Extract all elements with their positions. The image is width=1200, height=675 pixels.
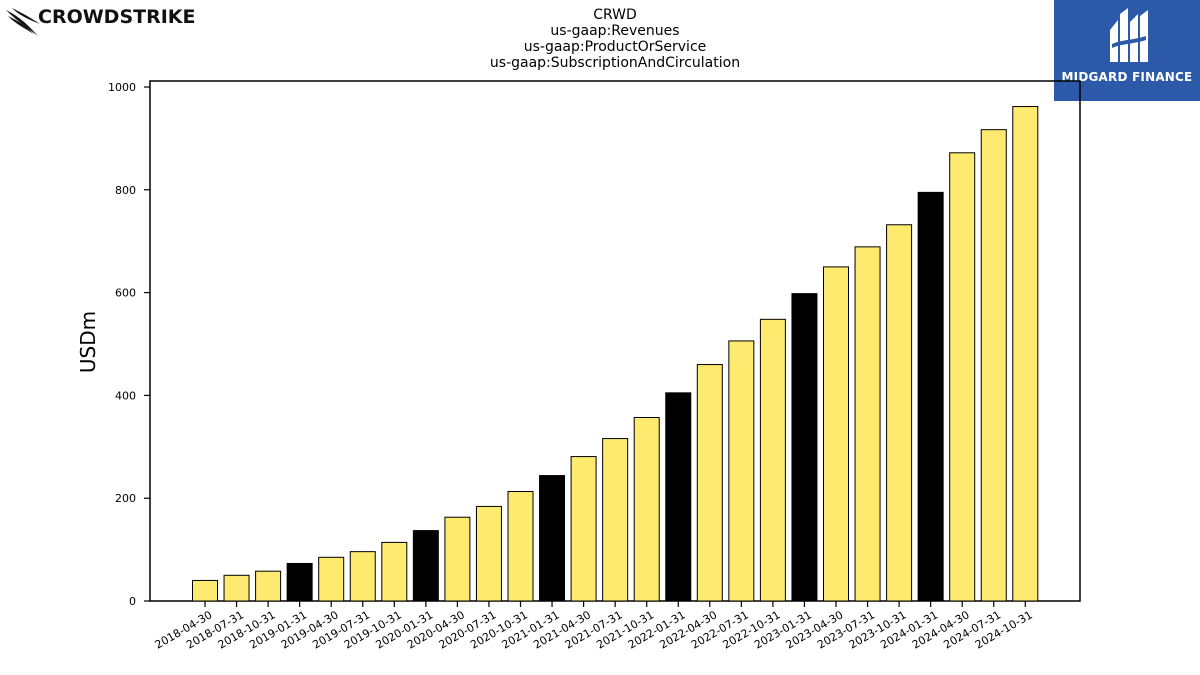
- bar: [318, 556, 345, 602]
- crowdstrike-wordmark: CROWDSTRIKE: [38, 6, 196, 28]
- bar: [602, 438, 629, 602]
- bar: [223, 574, 250, 602]
- bar: [949, 152, 976, 602]
- bar: [412, 530, 439, 602]
- bar: [444, 516, 471, 602]
- chart-subtitle-2: us-gaap:ProductOrService: [523, 39, 707, 55]
- bar: [728, 340, 755, 602]
- bar: [980, 129, 1007, 602]
- crowdstrike-logo: CROWDSTRIKE: [4, 4, 196, 38]
- chart-titles: CRWD us-gaap:Revenues us-gaap:ProductOrS…: [415, 7, 815, 71]
- chart-subtitle-3: us-gaap:SubscriptionAndCirculation: [489, 55, 741, 71]
- bar: [255, 570, 282, 602]
- bar: [570, 456, 597, 602]
- chart-title: CRWD: [593, 7, 637, 23]
- bar: [665, 392, 692, 602]
- midgard-finance-wordmark: MIDGARD FINANCE: [1061, 70, 1193, 84]
- bar: [696, 364, 723, 602]
- bar: [381, 541, 408, 602]
- y-tick-label: 1000: [108, 81, 136, 94]
- y-tick-label: 600: [115, 287, 136, 300]
- bar: [854, 246, 881, 602]
- bar: [823, 266, 849, 602]
- bar: [917, 191, 944, 602]
- bar: [475, 505, 502, 602]
- chart-subtitle-1: us-gaap:Revenues: [550, 23, 680, 39]
- y-tick-label: 0: [129, 595, 136, 608]
- bar: [886, 224, 913, 602]
- bar: [192, 579, 218, 602]
- bar: [286, 562, 313, 602]
- midgard-finance-badge: MIDGARD FINANCE: [1054, 0, 1200, 101]
- y-tick-label: 200: [115, 492, 136, 505]
- y-tick-label: 800: [115, 184, 136, 197]
- bar: [791, 293, 818, 602]
- falcon-icon: [6, 8, 40, 36]
- bar: [349, 551, 376, 602]
- bar: [1012, 106, 1039, 602]
- midgard-logo-icon: [1110, 8, 1148, 62]
- bar: [539, 475, 566, 602]
- bar: [759, 318, 786, 602]
- bar: [633, 417, 660, 602]
- bar: [507, 491, 534, 602]
- y-tick-label: 400: [115, 389, 136, 402]
